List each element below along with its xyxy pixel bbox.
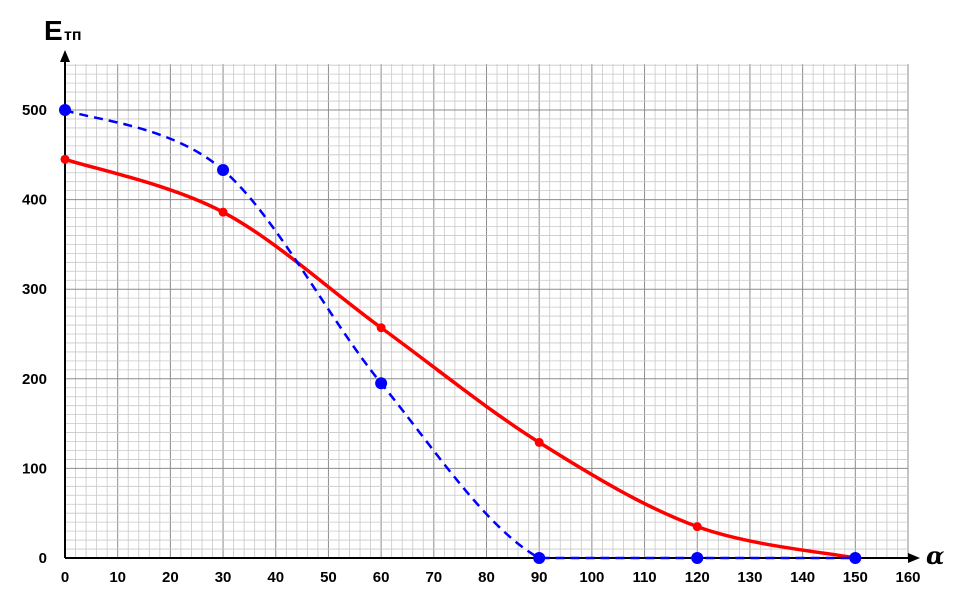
x-tick-label: 50 [320, 569, 337, 586]
x-tick-label: 110 [632, 569, 656, 586]
x-axis-arrow [908, 553, 920, 563]
data-point-series-1 [60, 154, 70, 164]
x-tick-label: 100 [579, 569, 604, 586]
x-tick-label: 70 [425, 569, 442, 586]
y-tick-label: 100 [22, 460, 47, 477]
y-tick-label: 500 [22, 102, 47, 119]
y-tick-label: 400 [22, 192, 47, 209]
tick-labels: 0 10 20 30 40 50 60 70 80 90 100 110 120 130 140 150 160… [22, 102, 921, 586]
x-tick-label: 140 [790, 569, 815, 586]
x-tick-label: 90 [531, 569, 548, 586]
data-point-series-2 [849, 552, 862, 564]
x-tick-label: 160 [895, 569, 920, 586]
x-tick-label: 150 [843, 569, 868, 586]
x-tick-label: 0 [61, 569, 69, 586]
x-tick-label: 120 [685, 569, 710, 586]
y-tick-label: 0 [39, 550, 47, 567]
grid [64, 64, 909, 559]
x-tick-label: 80 [478, 569, 495, 586]
data-point-series-2 [59, 104, 71, 116]
data-point-series-2 [533, 552, 546, 564]
series-line-1 [64, 157, 856, 560]
series-line-2 [64, 108, 856, 560]
x-tick-label: 20 [162, 569, 179, 586]
data-point-series-1 [692, 522, 702, 532]
x-tick-label: 130 [737, 569, 762, 586]
data-point-series-2 [375, 377, 388, 390]
data-point-series-2 [691, 552, 704, 564]
data-point-series-1 [376, 323, 386, 333]
y-tick-label: 300 [22, 281, 47, 298]
x-tick-label: 40 [267, 569, 284, 586]
x-axis-label: α [926, 541, 944, 570]
x-tick-label: 60 [373, 569, 390, 586]
y-tick-label: 200 [22, 371, 47, 388]
data-point-series-1 [218, 207, 228, 217]
series-layer [59, 104, 862, 564]
y-axis-arrow [60, 50, 70, 62]
data-point-series-1 [534, 437, 544, 447]
data-point-series-2 [217, 164, 230, 177]
y-axis-label: E [44, 15, 63, 46]
x-tick-label: 30 [215, 569, 232, 586]
x-tick-label: 10 [109, 569, 126, 586]
y-axis-label-subscript: тп [64, 27, 82, 44]
